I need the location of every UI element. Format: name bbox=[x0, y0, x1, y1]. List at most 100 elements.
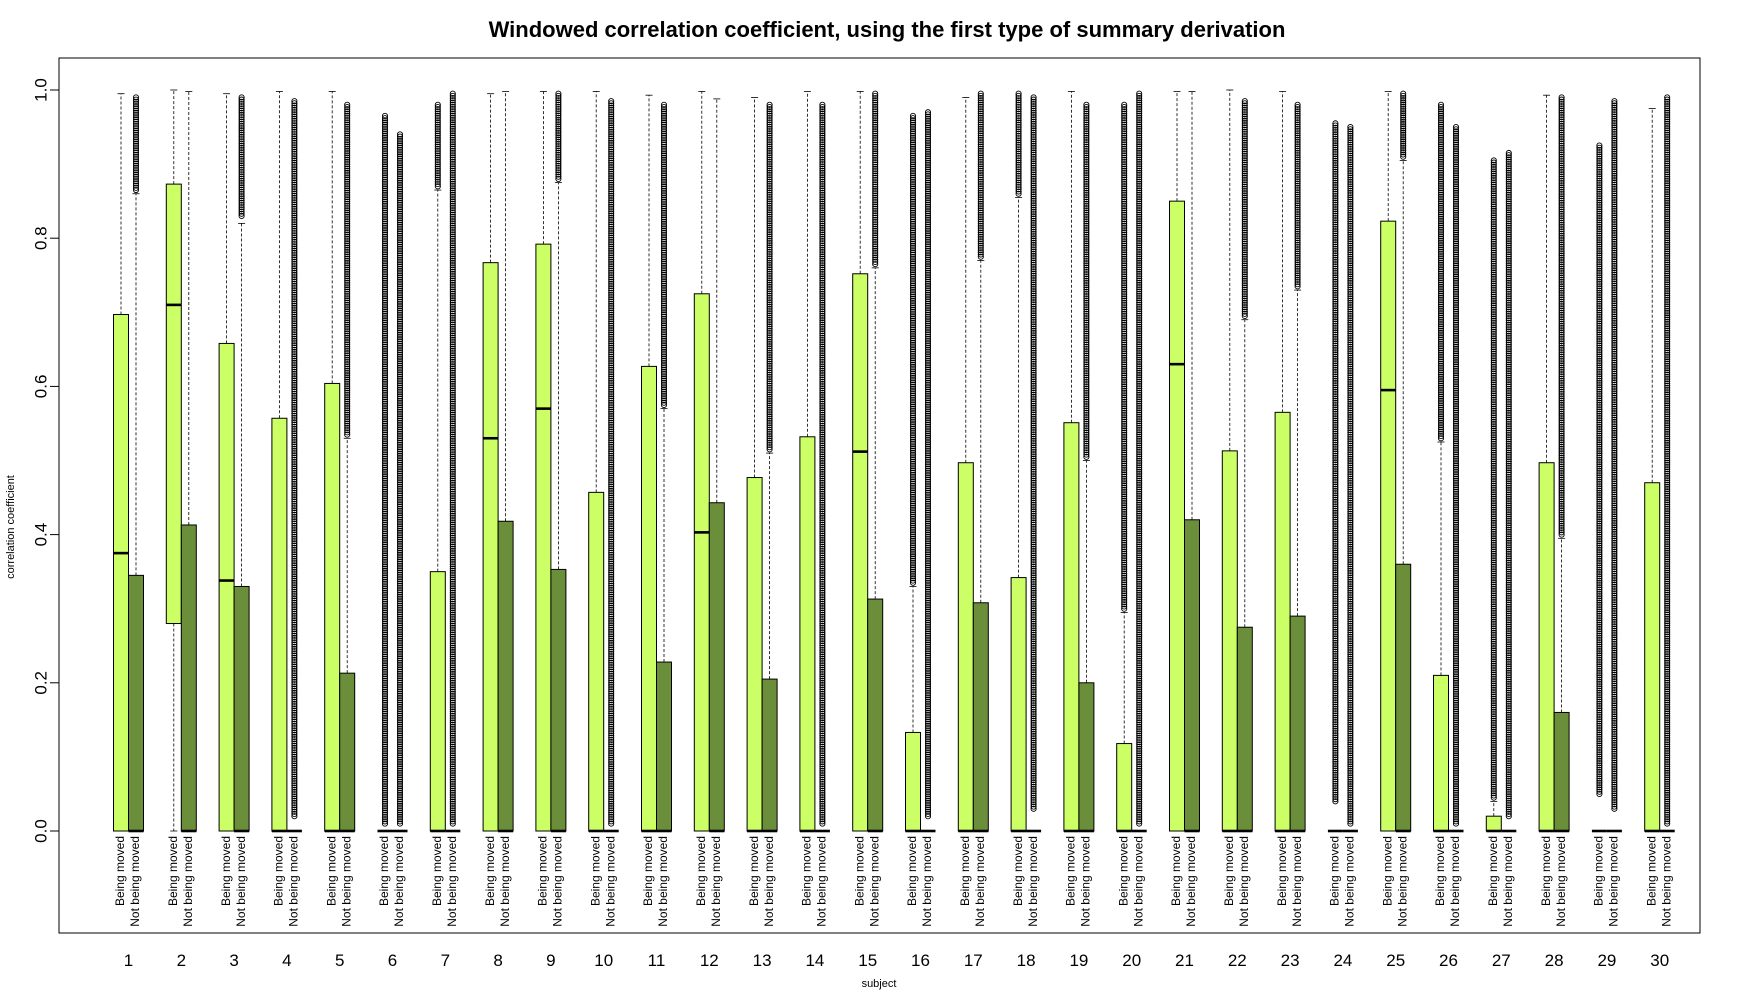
outlier-point bbox=[344, 200, 351, 207]
outlier-point bbox=[819, 589, 826, 596]
outlier-point bbox=[608, 741, 615, 748]
outlier-point bbox=[909, 531, 917, 538]
outlier-point bbox=[1015, 155, 1022, 162]
outlier-point bbox=[909, 159, 917, 166]
outlier-point bbox=[449, 237, 456, 245]
outlier-point bbox=[660, 236, 668, 243]
outlier-point bbox=[819, 715, 826, 722]
outlier-point bbox=[291, 214, 298, 221]
outlier-point bbox=[766, 277, 773, 284]
outlier-point bbox=[291, 344, 298, 351]
x-tick-label: 18 bbox=[1017, 951, 1036, 970]
outlier-point bbox=[608, 758, 615, 765]
outlier-point bbox=[819, 721, 826, 728]
outlier-point bbox=[872, 216, 879, 223]
outlier-point bbox=[434, 126, 441, 133]
outlier-point bbox=[819, 769, 826, 777]
outlier-point bbox=[291, 650, 298, 657]
outlier-point bbox=[449, 358, 456, 365]
outlier-point bbox=[924, 689, 932, 697]
outlier-point bbox=[381, 391, 389, 399]
outlier-point bbox=[449, 141, 456, 148]
outlier-point bbox=[766, 376, 773, 383]
outlier-point bbox=[449, 253, 456, 260]
outlier-point bbox=[449, 185, 456, 192]
outlier-point bbox=[344, 317, 351, 324]
outlier-point bbox=[819, 358, 826, 366]
outlier-point bbox=[381, 563, 389, 570]
outlier-point bbox=[291, 606, 298, 613]
outlier-point bbox=[977, 249, 984, 256]
outlier-point bbox=[396, 758, 404, 765]
outlier-point bbox=[872, 154, 879, 161]
outlier-point bbox=[434, 156, 441, 163]
outlier-point bbox=[1030, 202, 1037, 209]
outlier-point bbox=[909, 324, 917, 331]
outlier-point bbox=[909, 421, 917, 428]
outlier-point bbox=[381, 154, 389, 161]
outlier-point bbox=[924, 595, 932, 602]
outlier-point bbox=[449, 609, 456, 616]
outlier-point bbox=[909, 220, 917, 227]
outlier-point bbox=[660, 234, 668, 241]
outlier-point bbox=[909, 156, 917, 164]
outlier-point bbox=[132, 96, 140, 103]
outlier-point bbox=[238, 193, 245, 200]
outlier-point bbox=[819, 139, 826, 146]
outlier-point bbox=[660, 108, 668, 115]
outlier-point bbox=[819, 484, 826, 491]
outlier-point bbox=[819, 273, 826, 280]
outlier-point bbox=[132, 149, 140, 156]
outlier-point bbox=[238, 182, 245, 189]
outlier-point bbox=[608, 529, 615, 536]
outlier-point bbox=[924, 780, 932, 787]
outlier-point bbox=[396, 430, 404, 437]
outlier-point bbox=[660, 337, 668, 344]
outlier-point bbox=[819, 418, 826, 425]
outlier-point bbox=[449, 561, 456, 568]
outlier-point bbox=[819, 690, 826, 697]
outlier-point bbox=[1015, 188, 1022, 195]
outlier-point bbox=[766, 409, 773, 416]
outlier-point bbox=[608, 624, 615, 631]
outlier-point bbox=[381, 222, 389, 229]
outlier-point bbox=[381, 816, 389, 823]
outlier-point bbox=[396, 664, 404, 671]
outlier-point bbox=[660, 207, 668, 214]
outlier-point bbox=[872, 254, 879, 261]
outlier-point bbox=[449, 813, 456, 821]
outlier-point bbox=[608, 102, 615, 109]
outlier-point bbox=[819, 405, 826, 412]
outlier-point bbox=[924, 670, 932, 677]
outlier-point bbox=[396, 131, 404, 138]
outlier-point bbox=[819, 106, 826, 113]
outlier-point bbox=[924, 458, 932, 466]
outlier-point bbox=[766, 207, 773, 214]
outlier-point bbox=[819, 207, 826, 214]
outlier-point bbox=[449, 466, 456, 473]
outlier-point bbox=[291, 498, 298, 505]
outlier-point bbox=[449, 92, 456, 99]
outlier-point bbox=[434, 137, 441, 144]
outlier-point bbox=[396, 199, 404, 206]
outlier-point bbox=[819, 567, 826, 574]
outlier-point bbox=[449, 220, 456, 227]
outlier-point bbox=[766, 338, 773, 345]
outlier-point bbox=[381, 677, 389, 684]
outlier-point bbox=[291, 617, 298, 624]
outlier-point bbox=[977, 156, 984, 163]
outlier-point bbox=[909, 476, 917, 483]
outlier-point bbox=[608, 241, 615, 248]
outlier-point bbox=[1015, 148, 1022, 155]
outlier-point bbox=[291, 289, 298, 296]
outlier-point bbox=[344, 389, 351, 396]
outlier-point bbox=[449, 563, 456, 570]
outlier-point bbox=[977, 187, 984, 194]
outlier-point bbox=[819, 312, 826, 319]
outlier-point bbox=[555, 160, 562, 167]
outlier-point bbox=[396, 505, 404, 512]
outlier-point bbox=[396, 514, 404, 521]
box-label-being-moved: Being moved bbox=[588, 836, 602, 906]
outlier-point bbox=[660, 390, 668, 397]
outlier-point bbox=[819, 332, 826, 339]
